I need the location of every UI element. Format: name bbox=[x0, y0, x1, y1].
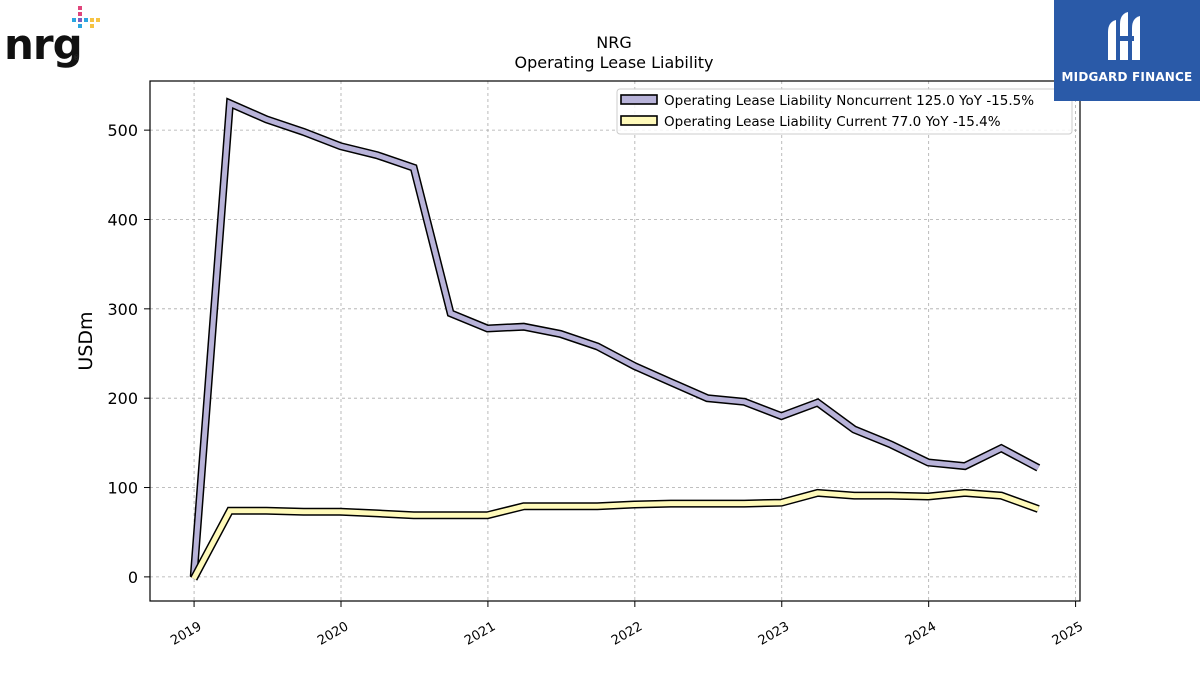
grid bbox=[150, 81, 1080, 601]
midgard-emblem-icon bbox=[1108, 12, 1140, 60]
publisher-logo: MIDGARD FINANCE bbox=[1054, 0, 1200, 101]
legend: Operating Lease Liability Noncurrent 125… bbox=[616, 88, 1073, 135]
legend-box bbox=[616, 88, 1073, 135]
legend-swatch bbox=[620, 115, 658, 126]
axes: 0 100 200 300 400 500 2019 2020 2021 2022 2023 2024… bbox=[107, 121, 1085, 649]
y-tick-label: 200 bbox=[107, 389, 138, 408]
x-tick-label: 2022 bbox=[609, 619, 645, 649]
legend-swatch bbox=[620, 94, 658, 105]
x-tick-label: 2025 bbox=[1050, 619, 1086, 649]
series-line-1 bbox=[191, 490, 1040, 580]
plot-area-frame bbox=[149, 80, 1081, 602]
y-tick-label: 400 bbox=[107, 210, 138, 229]
x-tick-label: 2021 bbox=[462, 619, 498, 649]
x-tick-label: 2023 bbox=[756, 619, 792, 649]
x-tick-label: 2020 bbox=[315, 619, 351, 649]
series-lines bbox=[189, 97, 1041, 581]
y-tick-label: 100 bbox=[107, 479, 138, 498]
y-tick-label: 0 bbox=[128, 568, 138, 587]
chart-subtitle: Operating Lease Liability bbox=[514, 53, 713, 72]
y-axis-label: USDm bbox=[75, 311, 97, 370]
publisher-name: MIDGARD FINANCE bbox=[1061, 70, 1193, 84]
company-logo: nrg ® bbox=[4, 6, 104, 72]
registered-mark: ® bbox=[73, 54, 80, 62]
x-tick-label: 2024 bbox=[903, 619, 939, 649]
x-tick-label: 2019 bbox=[168, 619, 204, 649]
nrg-cross-icon bbox=[72, 6, 100, 28]
company-logo-text: nrg bbox=[4, 20, 83, 69]
y-tick-label: 500 bbox=[107, 121, 138, 140]
series-line-0 bbox=[191, 99, 1040, 578]
legend-label: Operating Lease Liability Current 77.0 Y… bbox=[664, 114, 1001, 130]
y-tick-label: 300 bbox=[107, 300, 138, 319]
legend-label: Operating Lease Liability Noncurrent 125… bbox=[664, 93, 1034, 109]
chart-title: NRG bbox=[596, 33, 631, 52]
